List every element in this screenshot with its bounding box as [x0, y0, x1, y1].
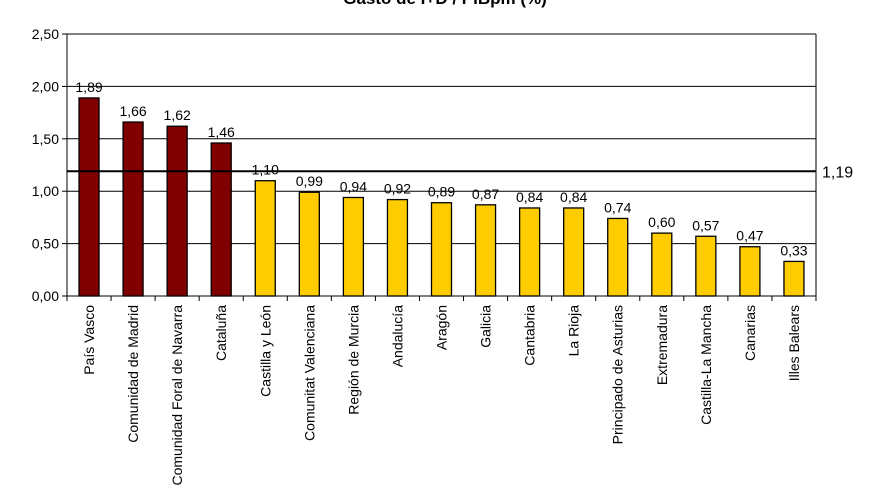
y-tick-label: 2,50	[32, 26, 59, 42]
category-label: Galicia	[478, 305, 494, 348]
value-label: 0,94	[340, 178, 367, 194]
bar	[342, 196, 365, 297]
value-label: 1,10	[252, 162, 279, 178]
category-label: Aragón	[434, 305, 450, 350]
bar	[430, 202, 453, 297]
bar	[386, 198, 409, 297]
y-tick-label: 1,00	[32, 183, 59, 199]
value-label: 0,60	[648, 214, 675, 230]
bar	[518, 207, 541, 297]
category-label: Comunitat Valenciana	[301, 305, 317, 441]
chart-title: Gasto de I+D / PIBpm (%)	[343, 0, 547, 8]
average-label: 1,19	[822, 164, 853, 181]
y-tick-label: 0,50	[32, 236, 59, 252]
value-label: 0,47	[736, 228, 763, 244]
category-label: Comunidad Foral de Navarra	[169, 305, 185, 486]
y-tick-label: 1,50	[32, 131, 59, 147]
value-label: 0,87	[472, 186, 499, 202]
category-label: Andalucía	[389, 305, 405, 367]
bar	[651, 232, 673, 297]
value-label: 0,84	[516, 189, 543, 205]
category-label: Principado de Asturias	[610, 305, 626, 444]
category-label: Comunidad de Madrid	[125, 305, 141, 443]
bar	[695, 235, 717, 297]
value-label: 0,84	[560, 189, 587, 205]
category-label: Región de Murcia	[345, 305, 361, 415]
value-label: 0,33	[780, 242, 807, 258]
value-label: 0,92	[384, 181, 411, 197]
bar	[739, 246, 761, 297]
category-label: Cantabria	[522, 305, 538, 366]
bar	[563, 207, 585, 297]
category-label: Castilla-La Mancha	[698, 305, 714, 425]
bar	[122, 121, 144, 297]
bar	[474, 204, 497, 297]
category-label: Cataluña	[213, 305, 229, 361]
bar	[607, 217, 629, 297]
value-label: 0,89	[428, 184, 455, 200]
value-label: 1,89	[75, 79, 102, 95]
bar	[298, 191, 320, 297]
category-label: Extremadura	[654, 305, 670, 385]
value-label: 0,99	[296, 173, 323, 189]
y-tick-label: 2,00	[32, 78, 59, 94]
category-label: Castilla y León	[257, 305, 273, 397]
y-tick-label: 0,00	[32, 288, 59, 304]
category-label: Illes Balears	[786, 305, 802, 381]
bar	[78, 97, 100, 297]
value-label: 1,46	[208, 124, 235, 140]
value-label: 1,62	[164, 107, 191, 123]
bar	[166, 125, 188, 297]
bar	[254, 180, 276, 297]
category-label: País Vasco	[81, 305, 97, 375]
bar	[783, 260, 805, 297]
value-label: 0,57	[692, 217, 719, 233]
value-label: 0,74	[604, 199, 631, 215]
category-label: Canarias	[742, 305, 758, 361]
bar	[210, 142, 232, 297]
value-label: 1,66	[119, 103, 146, 119]
category-label: La Rioja	[566, 305, 582, 357]
